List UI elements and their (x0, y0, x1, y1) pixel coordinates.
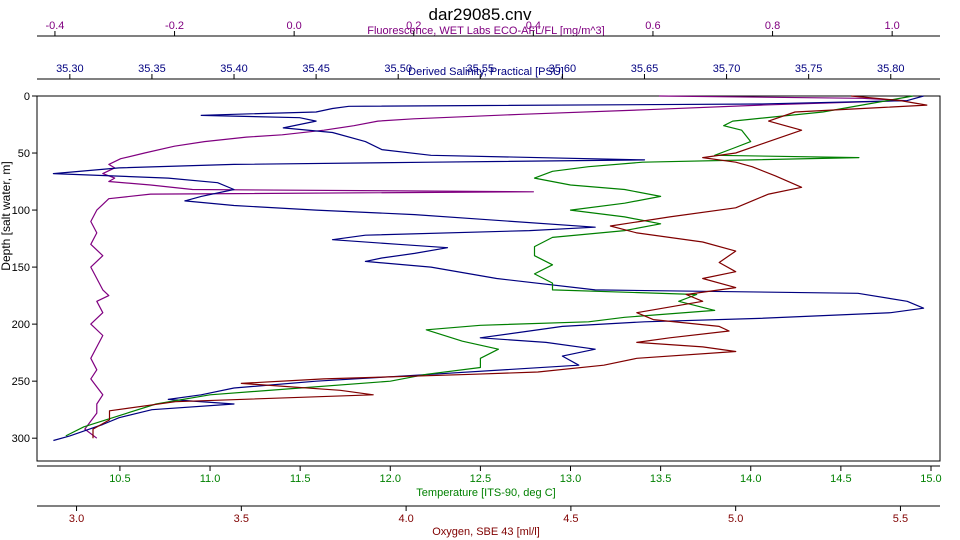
sal-tick-label: 35.35 (138, 63, 166, 75)
fluor-tick-label: 0.8 (765, 20, 780, 32)
sal-tick-label: 35.70 (713, 63, 741, 75)
fluor-tick-label: 0.6 (645, 20, 660, 32)
oxygen-axis-label: Oxygen, SBE 43 [ml/l] (432, 526, 540, 538)
temp-tick-label: 11.0 (200, 473, 221, 485)
temp-tick-label: 14.5 (830, 473, 851, 485)
temp-tick-label: 12.0 (380, 473, 401, 485)
sal-tick-label: 35.75 (795, 63, 823, 75)
depth-axis-label: Depth [salt water, m] (0, 161, 13, 270)
fluor-tick-label: 0.4 (526, 20, 541, 32)
oxy-tick-label: 5.5 (893, 513, 908, 525)
salinity-axis-label: Derived Salinity, Practical [PSU] (408, 66, 564, 78)
axes-layer: 0 50 100 150 200 250 300 -0.4 -0.2 0.0 0.2 0.4 0.6 0.… (12, 20, 942, 525)
fluor-tick-label: 0.0 (286, 20, 301, 32)
depth-tick-label: 100 (12, 205, 30, 217)
depth-tick-label: 200 (12, 319, 30, 331)
temp-tick-label: 12.5 (470, 473, 491, 485)
sal-tick-label: 35.55 (467, 63, 495, 75)
depth-tick-label: 0 (24, 91, 30, 103)
oxy-profile-line (92, 95, 928, 439)
oxy-tick-label: 4.5 (563, 513, 578, 525)
temp-tick-label: 14.0 (740, 473, 761, 485)
depth-tick-label: 50 (18, 148, 30, 160)
temp-tick-label: 10.5 (109, 473, 130, 485)
chart-title: dar29085.cnv (428, 5, 532, 24)
oxy-tick-label: 3.0 (69, 513, 84, 525)
sal-tick-label: 35.45 (302, 63, 330, 75)
temp-tick-label: 13.0 (560, 473, 581, 485)
sal-tick-label: 35.60 (549, 63, 577, 75)
oxy-tick-label: 3.5 (234, 513, 249, 525)
sal-tick-label: 35.30 (56, 63, 84, 75)
oxy-tick-label: 4.0 (398, 513, 413, 525)
depth-tick-label: 300 (12, 433, 30, 445)
sal-profile-line (52, 95, 925, 442)
oxy-tick-label: 5.0 (728, 513, 743, 525)
depth-tick-label: 150 (12, 262, 30, 274)
depth-tick-label: 250 (12, 376, 30, 388)
sal-tick-label: 35.50 (384, 63, 412, 75)
sal-tick-label: 35.40 (220, 63, 248, 75)
temp-tick-label: 13.5 (650, 473, 671, 485)
sal-tick-label: 35.65 (631, 63, 659, 75)
sal-tick-label: 35.80 (877, 63, 905, 75)
temp-tick-label: 15.0 (920, 473, 941, 485)
fluor-tick-label: 0.2 (406, 20, 421, 32)
fluor-tick-label: 1.0 (885, 20, 900, 32)
temperature-axis-label: Temperature [ITS-90, deg C] (416, 487, 555, 499)
fluor-profile-line (84, 95, 905, 439)
fluor-tick-label: -0.2 (165, 20, 184, 32)
series-layer (52, 95, 928, 442)
temp-profile-line (65, 95, 914, 437)
temp-tick-label: 11.5 (290, 473, 311, 485)
fluor-tick-label: -0.4 (45, 20, 64, 32)
plot-frame (36, 95, 941, 462)
fluorescence-axis-label: Fluorescence, WET Labs ECO-AFL/FL [mg/m^… (367, 25, 604, 37)
